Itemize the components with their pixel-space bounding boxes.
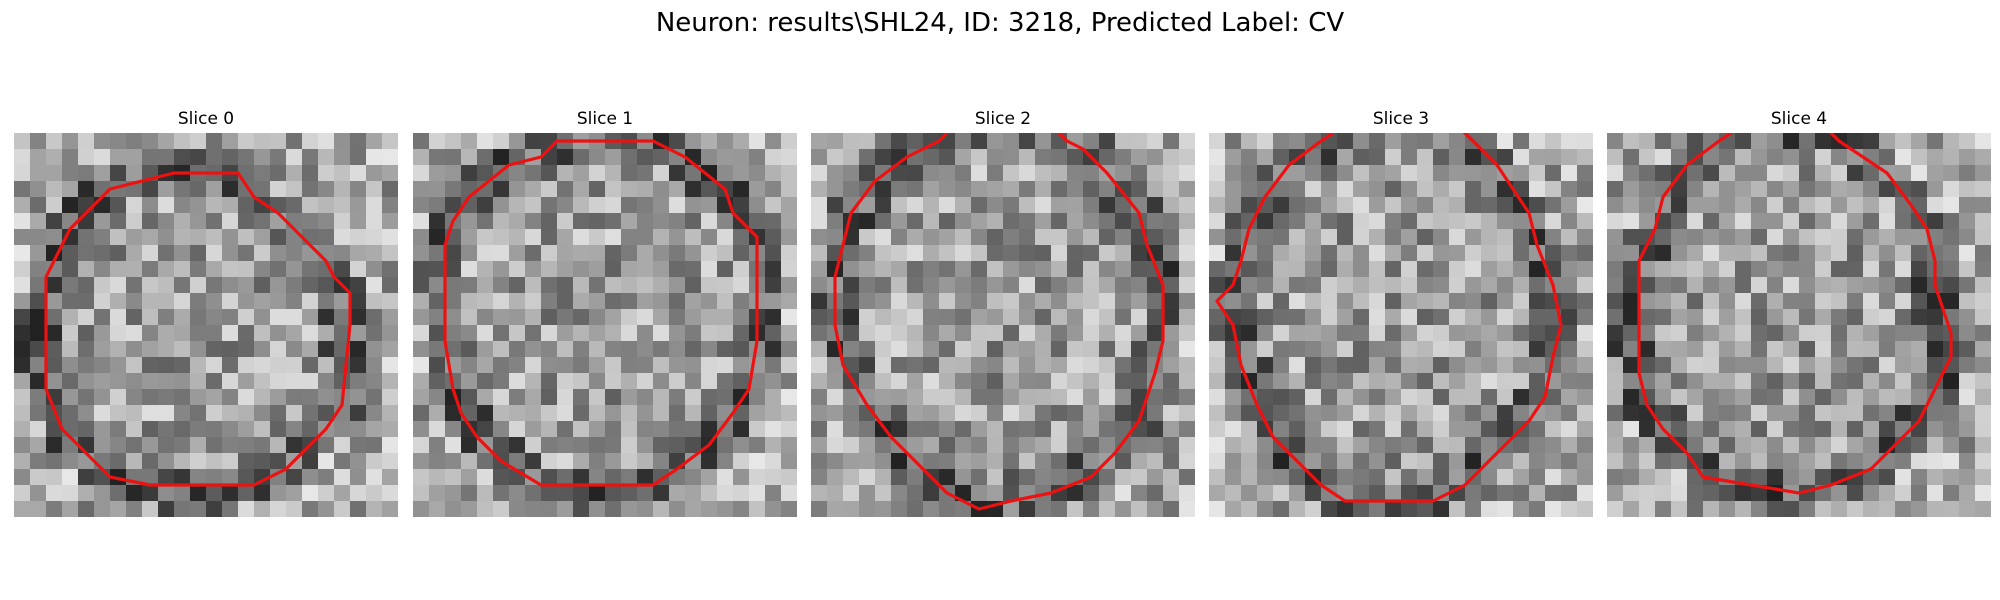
pixel-grid xyxy=(1209,133,1593,517)
pixel-grid xyxy=(811,133,1195,517)
figure-title: Neuron: results\SHL24, ID: 3218, Predict… xyxy=(655,8,1345,38)
slice-title-4: Slice 4 xyxy=(1770,109,1828,129)
slice-panel-0: Slice 0 xyxy=(14,108,398,517)
slice-image-0 xyxy=(14,133,398,517)
slice-title-1: Slice 1 xyxy=(576,109,634,129)
segmentation-contour xyxy=(833,133,1165,511)
segmentation-contour xyxy=(1637,133,1953,495)
slice-image-4 xyxy=(1607,133,1991,517)
slice-image-3 xyxy=(1209,133,1593,517)
slice-panel-1: Slice 1 xyxy=(413,108,797,517)
segmentation-contour xyxy=(1215,133,1563,503)
pixel-grid xyxy=(413,133,797,517)
segmentation-contour xyxy=(443,139,759,487)
slice-title-3: Slice 3 xyxy=(1372,109,1430,129)
pixel-grid xyxy=(14,133,398,517)
slice-panel-4: Slice 4 xyxy=(1607,108,1991,517)
slice-title-0: Slice 0 xyxy=(177,109,235,129)
slice-image-2 xyxy=(811,133,1195,517)
pixel-grid xyxy=(1607,133,1991,517)
segmentation-contour xyxy=(44,171,352,487)
slice-panel-2: Slice 2 xyxy=(811,108,1195,517)
slice-image-1 xyxy=(413,133,797,517)
slice-panel-3: Slice 3 xyxy=(1209,108,1593,517)
slice-title-2: Slice 2 xyxy=(974,109,1032,129)
